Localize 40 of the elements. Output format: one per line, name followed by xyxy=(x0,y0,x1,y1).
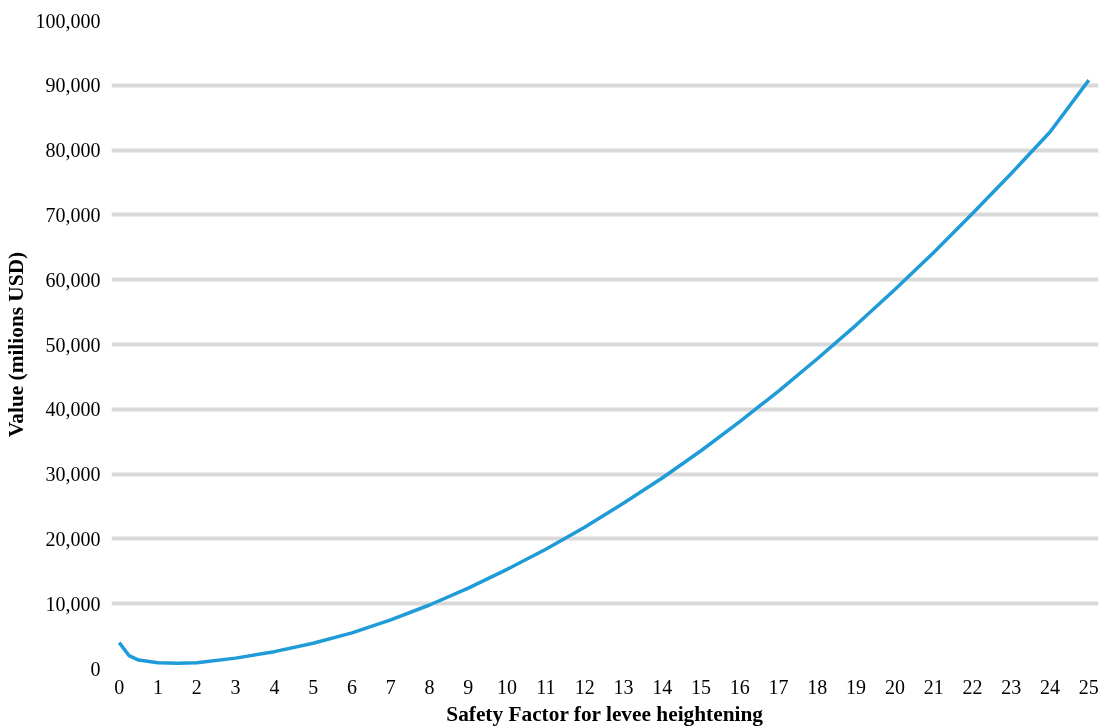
x-tick-label: 19 xyxy=(846,675,867,698)
x-tick-label: 24 xyxy=(1040,675,1061,698)
y-tick-label: 70,000 xyxy=(45,203,101,226)
y-tick-label: 0 xyxy=(90,657,101,680)
x-tick-label: 4 xyxy=(269,675,280,698)
x-tick-label: 8 xyxy=(424,675,435,698)
x-tick-label: 3 xyxy=(230,675,241,698)
x-tick-label: 22 xyxy=(962,675,983,698)
x-tick-label: 2 xyxy=(191,675,202,698)
x-tick-label: 14 xyxy=(652,675,673,698)
x-tick-label: 15 xyxy=(690,675,711,698)
y-tick-label: 80,000 xyxy=(45,139,101,162)
x-tick-label: 18 xyxy=(807,675,828,698)
x-tick-label: 6 xyxy=(346,675,357,698)
y-tick-label: 20,000 xyxy=(45,527,101,550)
x-tick-label: 13 xyxy=(613,675,634,698)
line-series xyxy=(117,78,1091,666)
x-tick-label: 5 xyxy=(308,675,319,698)
y-tick-label: 40,000 xyxy=(45,398,101,421)
y-axis-title: Value (milions USD) xyxy=(3,251,28,438)
x-tick-label: 21 xyxy=(923,675,944,698)
x-tick-label: 9 xyxy=(463,675,474,698)
x-tick-label: 11 xyxy=(536,675,556,698)
x-tick-label: 1 xyxy=(153,675,164,698)
x-tick-label: 0 xyxy=(114,675,125,698)
x-axis-title: Safety Factor for levee heightening xyxy=(446,701,764,726)
y-tick-label: 30,000 xyxy=(45,463,101,486)
x-tick-label: 23 xyxy=(1001,675,1022,698)
x-tick-label: 20 xyxy=(884,675,905,698)
x-tick-label: 16 xyxy=(729,675,750,698)
x-tick-label: 10 xyxy=(497,675,518,698)
y-tick-label: 60,000 xyxy=(45,268,101,291)
y-tick-label: 50,000 xyxy=(45,333,101,356)
x-tick-label: 7 xyxy=(385,675,396,698)
x-tick-label: 25 xyxy=(1078,675,1099,698)
x-tick-label: 17 xyxy=(768,675,789,698)
y-tick-label: 100,000 xyxy=(35,9,101,32)
y-tick-label: 10,000 xyxy=(45,592,101,615)
y-tick-label: 90,000 xyxy=(45,74,101,97)
x-tick-label: 12 xyxy=(574,675,595,698)
